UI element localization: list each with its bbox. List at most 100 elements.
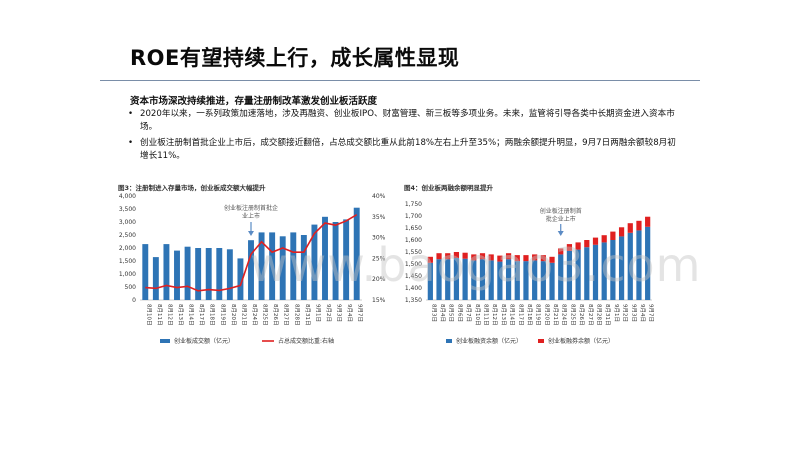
section-subheading: 资本市场深改持续推进，存量注册制改革激发创业板活跃度 [130,96,378,107]
turnover-bar [226,249,233,300]
turnover-bar [269,232,276,300]
financing-bar [566,250,573,300]
bullet-text: 2020年以来，一系列政策加速落地，涉及再融资、创业板IPO、财富管理、新三板等… [140,109,675,132]
bullet-item: • 2020年以来，一系列政策加速落地，涉及再融资、创业板IPO、财富管理、新三板… [124,108,684,134]
x-tick-label: 8月4日 [439,304,446,322]
financing-bar [627,232,633,300]
financing-bar [618,236,625,300]
securities-lending-bar [514,255,520,262]
x-tick-label: 8月18日 [209,304,216,326]
x-tick-label: 9月3日 [336,304,343,322]
y2-tick-label: 25% [372,255,386,262]
legend-securities-label: 创业板融券余额（亿元） [548,337,614,345]
securities-lending-bar [610,231,616,240]
x-tick-label: 8月28日 [293,304,300,326]
y-tick-label: 1,450 [405,273,422,280]
financing-bar [645,226,651,300]
x-tick-label: 8月19日 [535,304,542,326]
financing-bar [558,254,564,300]
x-tick-label: 8月25日 [262,304,269,326]
y-tick-label: 2,000 [119,245,136,252]
annotation-arrowhead [557,231,564,236]
bullet-text: 创业板注册制首批企业上市后，成交额接近翻倍，占总成交额比重从此前18%左右上升至… [140,138,676,161]
legend-bar-label: 创业板成交额（亿元） [174,337,234,345]
x-tick-label: 9月7日 [357,304,364,322]
x-tick-label: 8月28日 [596,304,603,326]
financing-bar [610,240,616,300]
turnover-bar [332,222,339,300]
annotation-text: 批企业上市 [546,215,576,223]
securities-lending-bar [445,253,451,260]
securities-lending-bar [462,252,468,259]
x-tick-label: 8月3日 [430,304,437,322]
x-tick-label: 8月19日 [219,304,226,326]
share-line [145,214,358,292]
turnover-bar [258,232,265,300]
securities-lending-bar [618,227,625,237]
securities-lending-bar [471,254,477,261]
x-tick-label: 8月12日 [491,304,498,326]
y-tick-label: 4,000 [119,193,136,200]
securities-lending-bar [436,253,442,260]
x-tick-label: 8月17日 [517,304,524,326]
turnover-bar [311,224,318,300]
x-tick-label: 9月1日 [613,304,620,322]
y-tick-label: 1,500 [119,258,136,265]
y-tick-label: 2,500 [119,232,136,239]
financing-bar [532,260,538,300]
x-tick-label: 8月7日 [465,304,472,322]
securities-lending-bar [427,256,433,263]
legend-bar-swatch [160,339,170,343]
slide-title: ROE有望持续上行，成长属性显现 [130,46,460,70]
y-tick-label: 1,350 [405,297,422,304]
financing-bar [540,261,546,300]
securities-lending-bar [627,223,633,233]
financing-bar [601,242,607,300]
securities-lending-bar [523,255,529,262]
annotation-text: 业上市 [242,212,260,220]
y-tick-label: 1,750 [405,201,422,208]
financing-bar [549,262,555,300]
x-tick-label: 8月24日 [251,304,258,326]
financing-bar [436,259,442,300]
turnover-bar [163,244,170,300]
y2-tick-label: 30% [372,235,386,242]
y-tick-label: 0 [132,297,136,304]
securities-lending-bar [601,235,607,243]
y-tick-label: 1,700 [405,213,422,220]
y2-tick-label: 20% [372,276,386,283]
turnover-bar [142,244,149,300]
financing-bar [636,230,642,300]
turnover-bar [152,257,159,300]
securities-lending-bar [592,237,599,245]
chart4-title: 图4：创业板两融余额明显提升 [404,184,494,192]
x-tick-label: 8月11日 [483,304,490,326]
x-tick-label: 8月10日 [474,304,481,326]
turnover-bar [353,207,360,300]
securities-lending-bar [549,256,555,263]
x-tick-label: 8月31日 [604,304,611,326]
annotation-text: 创业板注册制首批企 [224,204,278,212]
legend-financing-swatch [446,339,452,343]
securities-lending-bar [488,254,494,261]
x-tick-label: 9月4日 [639,304,646,322]
financing-bar [453,258,460,300]
bullet-item: • 创业板注册制首批企业上市后，成交额接近翻倍，占总成交额比重从此前18%左右上升… [124,137,684,163]
annotation-text: 创业板注册制首 [540,207,582,215]
x-tick-label: 8月14日 [509,304,516,325]
x-tick-label: 8月26日 [578,304,585,326]
securities-lending-bar [584,240,590,248]
y-tick-label: 3,500 [119,206,136,213]
y-tick-label: 1,600 [405,237,422,244]
financing-bar [462,258,468,300]
securities-lending-bar [540,255,546,262]
y-tick-label: 3,000 [119,219,136,226]
turnover-bar [248,240,254,300]
financing-bar [488,260,494,300]
bullet-marker: • [128,109,134,119]
turnover-bar [184,246,191,300]
y-tick-label: 1,500 [405,261,422,268]
y-tick-label: 1,400 [405,285,422,292]
